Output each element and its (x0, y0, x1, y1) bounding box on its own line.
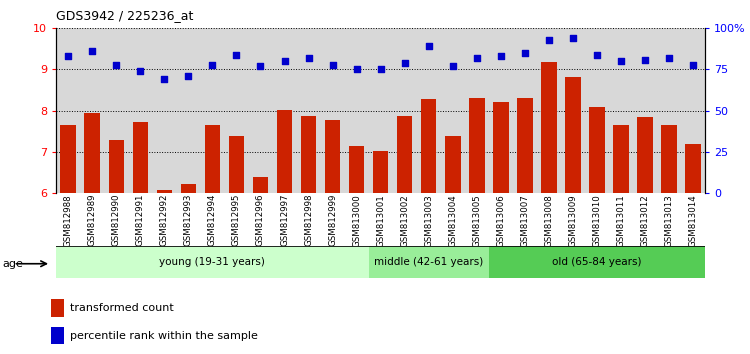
Point (278, 58, 290, 64)
Text: GSM813004: GSM813004 (448, 194, 458, 247)
Bar (51, 327, 64, 344)
Point (687, 62, 699, 67)
Point (158, 76, 170, 82)
Point (399, 60, 411, 66)
Text: GSM812994: GSM812994 (208, 194, 217, 246)
Text: GSM812989: GSM812989 (88, 194, 97, 246)
Point (86, 48, 98, 54)
Text: GSM812997: GSM812997 (280, 194, 289, 246)
Text: GSM813001: GSM813001 (376, 194, 386, 247)
Text: GSM812999: GSM812999 (328, 194, 337, 246)
Text: GDS3942 / 225236_at: GDS3942 / 225236_at (56, 9, 194, 22)
Bar (133, 122, 148, 193)
Bar (489, 246, 705, 278)
Text: old (65-84 years): old (65-84 years) (552, 257, 641, 267)
Text: GSM813011: GSM813011 (616, 194, 626, 247)
Point (471, 55, 483, 61)
Bar (61, 125, 76, 193)
Bar (686, 144, 700, 193)
Text: GSM812993: GSM812993 (184, 194, 193, 246)
Bar (493, 102, 508, 193)
Text: GSM812995: GSM812995 (232, 194, 241, 246)
Bar (56, 246, 368, 278)
Bar (373, 151, 388, 193)
Text: GSM812990: GSM812990 (112, 194, 121, 246)
Text: young (19-31 years): young (19-31 years) (160, 257, 266, 267)
Text: percentile rank within the sample: percentile rank within the sample (70, 331, 257, 341)
Point (350, 67, 362, 72)
Text: GSM812996: GSM812996 (256, 194, 265, 246)
Bar (637, 117, 652, 193)
Bar (589, 107, 604, 193)
Bar (301, 115, 316, 193)
Text: GSM813003: GSM813003 (424, 194, 433, 247)
Point (254, 63, 266, 69)
Point (206, 62, 218, 67)
Text: GSM812988: GSM812988 (64, 194, 73, 247)
Bar (157, 190, 172, 193)
Point (495, 53, 507, 59)
Bar (565, 77, 580, 193)
Bar (541, 62, 556, 193)
Bar (181, 184, 196, 193)
Bar (109, 140, 124, 193)
Bar (662, 125, 676, 193)
Text: GSM812998: GSM812998 (304, 194, 313, 246)
Text: age: age (2, 259, 23, 269)
Point (639, 57, 651, 62)
Point (615, 58, 627, 64)
Text: GSM813000: GSM813000 (352, 194, 361, 247)
Bar (325, 120, 340, 193)
Text: GSM813008: GSM813008 (544, 194, 554, 247)
Point (374, 67, 387, 72)
Text: GSM813007: GSM813007 (520, 194, 530, 247)
Bar (469, 98, 484, 193)
Point (182, 73, 194, 79)
Bar (349, 145, 364, 193)
Bar (397, 115, 412, 193)
Point (663, 55, 675, 61)
Point (302, 55, 314, 61)
Bar (277, 110, 292, 193)
Bar (205, 125, 220, 193)
Bar (85, 113, 100, 193)
Point (591, 52, 603, 57)
Point (423, 44, 435, 49)
Text: GSM813013: GSM813013 (664, 194, 674, 247)
Text: GSM813014: GSM813014 (688, 194, 698, 247)
Point (62, 53, 74, 59)
Bar (613, 125, 628, 193)
Point (326, 62, 338, 67)
Text: middle (42-61 years): middle (42-61 years) (374, 257, 483, 267)
Text: GSM813009: GSM813009 (568, 194, 578, 247)
Text: GSM812991: GSM812991 (136, 194, 145, 246)
Point (447, 63, 459, 69)
Point (110, 62, 122, 67)
Bar (51, 299, 64, 317)
Text: GSM812992: GSM812992 (160, 194, 169, 246)
Bar (421, 99, 436, 193)
Text: GSM813010: GSM813010 (592, 194, 602, 247)
Text: GSM813002: GSM813002 (400, 194, 410, 247)
Bar (229, 136, 244, 193)
Text: transformed count: transformed count (70, 303, 173, 313)
Text: GSM813006: GSM813006 (496, 194, 506, 247)
Point (230, 52, 242, 57)
Point (134, 68, 146, 74)
Text: GSM813012: GSM813012 (640, 194, 650, 247)
Text: GSM813005: GSM813005 (472, 194, 482, 247)
Point (519, 50, 531, 56)
Bar (253, 177, 268, 193)
Point (543, 37, 555, 43)
Bar (445, 136, 460, 193)
Bar (368, 246, 489, 278)
Bar (517, 98, 532, 193)
Point (567, 35, 579, 41)
